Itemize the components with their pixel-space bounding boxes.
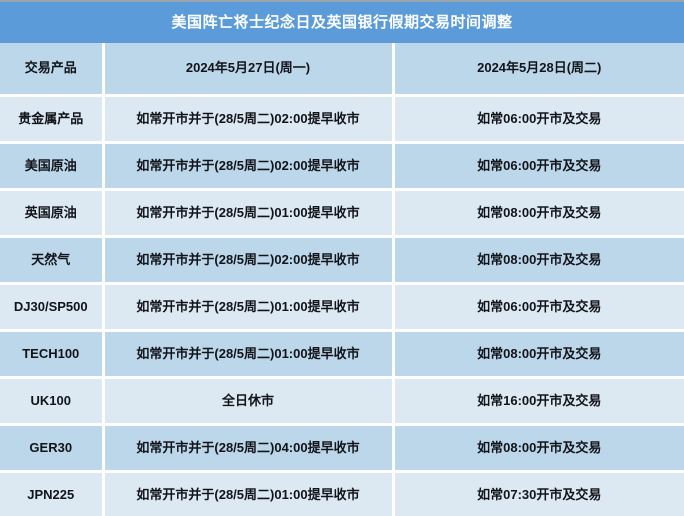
cell-product: 贵金属产品 bbox=[0, 95, 105, 144]
cell-day1: 如常开市并于(28/5周二)01:00提早收市 bbox=[103, 283, 395, 332]
table-row: GER30 如常开市并于(28/5周二)04:00提早收市 如常08:00开市及… bbox=[0, 424, 684, 473]
table-row: 美国原油 如常开市并于(28/5周二)02:00提早收市 如常06:00开市及交… bbox=[0, 142, 684, 191]
cell-day2: 如常08:00开市及交易 bbox=[393, 330, 684, 379]
cell-day1: 如常开市并于(28/5周二)02:00提早收市 bbox=[103, 95, 395, 144]
cell-day2: 如常06:00开市及交易 bbox=[393, 142, 684, 191]
table-header-row: 交易产品 2024年5月27日(周一) 2024年5月28日(周二) bbox=[0, 43, 684, 97]
cell-day2: 如常07:30开市及交易 bbox=[393, 471, 684, 516]
cell-day2: 如常08:00开市及交易 bbox=[393, 424, 684, 473]
cell-day1: 如常开市并于(28/5周二)01:00提早收市 bbox=[103, 189, 395, 238]
table-row: 英国原油 如常开市并于(28/5周二)01:00提早收市 如常08:00开市及交… bbox=[0, 189, 684, 238]
cell-product: 英国原油 bbox=[0, 189, 105, 238]
cell-day1: 如常开市并于(28/5周二)02:00提早收市 bbox=[103, 236, 395, 285]
cell-product: JPN225 bbox=[0, 471, 105, 516]
column-header-day2: 2024年5月28日(周二) bbox=[393, 43, 684, 97]
table-row: TECH100 如常开市并于(28/5周二)01:00提早收市 如常08:00开… bbox=[0, 330, 684, 379]
cell-day1: 如常开市并于(28/5周二)02:00提早收市 bbox=[103, 142, 395, 191]
cell-day2: 如常06:00开市及交易 bbox=[393, 95, 684, 144]
page-title: 美国阵亡将士纪念日及英国银行假期交易时间调整 bbox=[171, 14, 513, 31]
cell-product: 天然气 bbox=[0, 236, 105, 285]
column-header-day1: 2024年5月27日(周一) bbox=[103, 43, 395, 97]
cell-product: TECH100 bbox=[0, 330, 105, 379]
notice-banner: 美国阵亡将士纪念日及英国银行假期交易时间调整 bbox=[0, 2, 684, 43]
cell-day1: 如常开市并于(28/5周二)01:00提早收市 bbox=[103, 471, 395, 516]
cell-day2: 如常08:00开市及交易 bbox=[393, 236, 684, 285]
cell-product: GER30 bbox=[0, 424, 105, 473]
table-row: 贵金属产品 如常开市并于(28/5周二)02:00提早收市 如常06:00开市及… bbox=[0, 95, 684, 144]
table-row: DJ30/SP500 如常开市并于(28/5周二)01:00提早收市 如常06:… bbox=[0, 283, 684, 332]
table-row: 天然气 如常开市并于(28/5周二)02:00提早收市 如常08:00开市及交易 bbox=[0, 236, 684, 285]
cell-day2: 如常06:00开市及交易 bbox=[393, 283, 684, 332]
cell-day1: 全日休市 bbox=[103, 377, 395, 426]
cell-product: DJ30/SP500 bbox=[0, 283, 105, 332]
cell-product: 美国原油 bbox=[0, 142, 105, 191]
cell-day1: 如常开市并于(28/5周二)01:00提早收市 bbox=[103, 330, 395, 379]
cell-day1: 如常开市并于(28/5周二)04:00提早收市 bbox=[103, 424, 395, 473]
cell-day2: 如常16:00开市及交易 bbox=[393, 377, 684, 426]
table-row: JPN225 如常开市并于(28/5周二)01:00提早收市 如常07:30开市… bbox=[0, 471, 684, 516]
cell-day2: 如常08:00开市及交易 bbox=[393, 189, 684, 238]
trading-hours-table: 交易产品 2024年5月27日(周一) 2024年5月28日(周二) 贵金属产品… bbox=[0, 43, 684, 516]
column-header-product: 交易产品 bbox=[0, 43, 105, 97]
cell-product: UK100 bbox=[0, 377, 105, 426]
table-row: UK100 全日休市 如常16:00开市及交易 bbox=[0, 377, 684, 426]
